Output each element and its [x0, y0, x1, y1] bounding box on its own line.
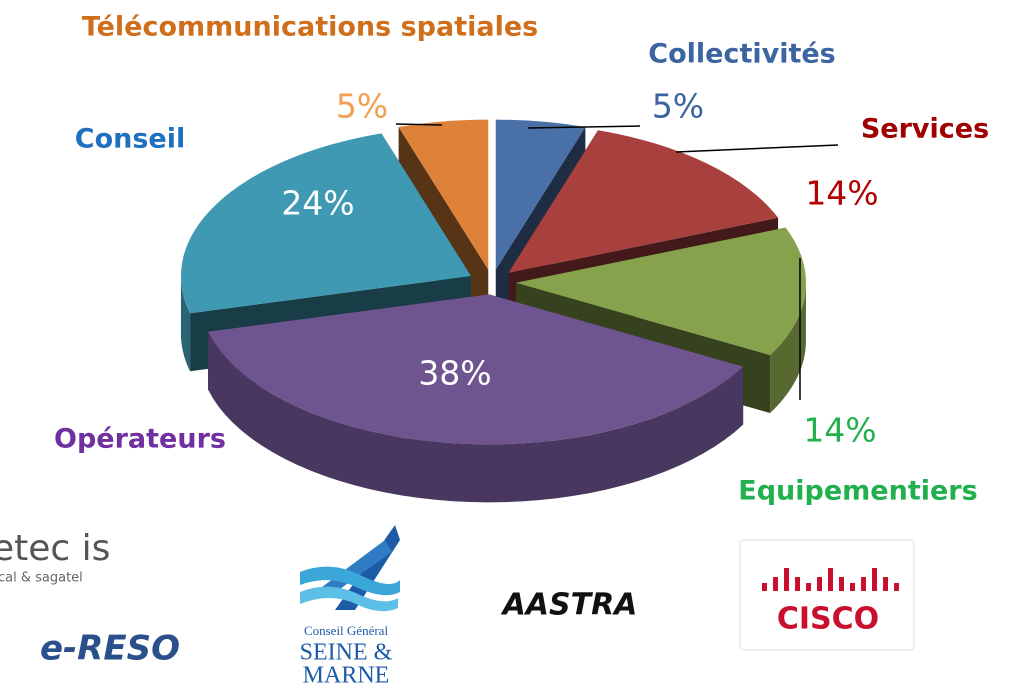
logo-seine-marne-icon [300, 525, 400, 612]
logo-cisco-bars [762, 568, 899, 591]
value-label: 14% [803, 411, 876, 450]
slice-label: Télécommunications spatiales [82, 12, 539, 43]
slice-side [208, 331, 744, 503]
logo-setec: etec is [0, 528, 110, 569]
slice [398, 119, 489, 270]
slice-side [180, 275, 191, 372]
slice [508, 130, 779, 273]
value-label: 24% [281, 184, 354, 223]
slice-label: Opérateurs [54, 424, 226, 455]
slice-label: Collectivités [648, 39, 836, 70]
leader-line [675, 144, 839, 153]
slice [515, 227, 806, 356]
slice [208, 294, 744, 503]
leader-line [395, 123, 443, 126]
logo-cisco-box [739, 539, 915, 651]
value-label: 5% [652, 87, 704, 126]
logo-cg-line3: MARNE [303, 663, 390, 689]
logo-cg-line1: Conseil Général [304, 623, 389, 638]
pie [180, 119, 806, 503]
logo-ereso: e-RESO [40, 629, 180, 669]
logo-cg-line2: SEINE & [300, 640, 393, 666]
value-label: 38% [418, 354, 491, 393]
logo-cisco: CISCO [777, 602, 879, 637]
slice [208, 294, 744, 445]
slice [180, 133, 471, 314]
labels: Collectivités 5% Services 14% Equipementiers… [54, 12, 989, 507]
leader-line [527, 125, 641, 129]
value-label: 14% [805, 174, 878, 213]
slice-label: Conseil [75, 124, 185, 155]
slice-side [770, 282, 806, 414]
value-label: 5% [336, 87, 388, 126]
logo-setec-sub: cal & sagatel [0, 571, 83, 586]
slice-label: Services [861, 114, 989, 145]
slice [495, 119, 586, 270]
logo-aastra: AASTRA [501, 588, 638, 623]
logos: etec is cal & sagatel e-RESO Conseil Gén… [0, 525, 915, 689]
slice-label: Equipementiers [738, 476, 977, 507]
